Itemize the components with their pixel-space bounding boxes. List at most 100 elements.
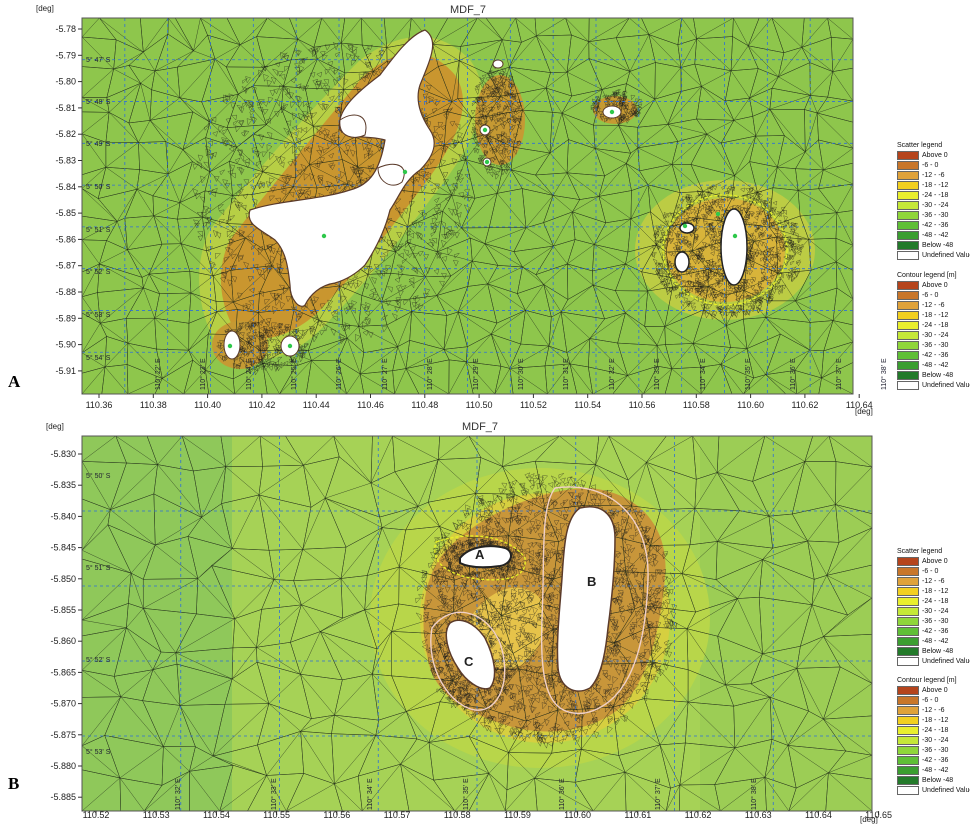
legend-entry: Below -48 <box>897 240 962 250</box>
legend-entry: -24 - -18 <box>897 320 962 330</box>
legend-swatch <box>897 180 919 190</box>
lon-label: 110° 35' E <box>462 778 470 810</box>
legend-entry: -42 - -36 <box>897 220 962 230</box>
x-tick-label: 110.55 <box>263 810 290 820</box>
legend-swatch <box>897 566 919 576</box>
legend-entry: Above 0 <box>897 280 962 290</box>
legend-swatch <box>897 745 919 755</box>
legend-swatch <box>897 340 919 350</box>
legend-label: -18 - -12 <box>922 716 949 724</box>
legend-label: -36 - -30 <box>922 746 949 754</box>
x-tick-label: 110.56 <box>629 400 656 410</box>
legend-swatch <box>897 350 919 360</box>
x-tick-label: 110.50 <box>466 400 493 410</box>
lon-label: 110° 26' E <box>335 358 343 390</box>
y-tick-label: -5.88 <box>55 287 76 297</box>
island-a <box>459 545 512 569</box>
lon-label: 110° 31' E <box>562 358 570 390</box>
x-tick-label: 110.53 <box>143 810 170 820</box>
legend-swatch <box>897 755 919 765</box>
island-north-lobe <box>339 114 367 138</box>
lon-label: 110° 30' E <box>517 358 525 390</box>
x-tick-label: 110.57 <box>384 810 411 820</box>
legend-swatch <box>897 210 919 220</box>
legend-entry: -42 - -36 <box>897 350 962 360</box>
legend-label: -6 - 0 <box>922 567 939 575</box>
legend-swatch <box>897 556 919 566</box>
legend-label: Above 0 <box>922 686 948 694</box>
legend-entry: -48 - -42 <box>897 230 962 240</box>
x-tick-label: 110.58 <box>444 810 471 820</box>
x-tick-label: 110.48 <box>411 400 438 410</box>
scatter-legend-title: Scatter legend <box>897 548 943 555</box>
legend-rows: Above 0 -6 - 0 -12 - -6 -18 - -12 -24 - -18 -… <box>897 556 970 666</box>
legend-swatch <box>897 616 919 626</box>
lon-label: 110° 24' E <box>245 358 253 390</box>
panel-b-x-unit: [deg] <box>860 815 878 824</box>
lon-label: 110° 36' E <box>558 778 566 810</box>
y-tick-label: -5.87 <box>55 261 76 271</box>
legend-swatch <box>897 765 919 775</box>
x-tick-label: 110.54 <box>203 810 230 820</box>
y-tick-label: -5.840 <box>50 511 76 521</box>
legend-swatch <box>897 636 919 646</box>
lon-label: 110° 25' E <box>290 358 298 390</box>
lat-label: 5° 49' S <box>86 140 111 148</box>
contour-ring-a <box>434 535 526 581</box>
legend-swatch <box>897 725 919 735</box>
island-b <box>556 506 616 692</box>
lat-label: 5° 51' S <box>86 226 111 234</box>
legend-entry: -6 - 0 <box>897 695 962 705</box>
legend-label: -24 - -18 <box>922 191 949 199</box>
legend-swatch <box>897 626 919 636</box>
dms-labels: 5° 47' S 5° 48' S 5° 49' S 5° 50' S 5° 51' S… <box>86 56 888 390</box>
x-tick-label: 110.42 <box>248 400 275 410</box>
contour-legend-a: Contour legend [m] Above 0 -6 - 0 -12 - -6… <box>897 272 970 390</box>
legend-entry: -12 - -6 <box>897 705 962 715</box>
y-tick-label: -5.850 <box>50 574 76 584</box>
islet-north <box>492 59 504 69</box>
legend-swatch <box>897 290 919 300</box>
legend-label: Undefined Value <box>922 786 970 794</box>
y-tick-label: -5.845 <box>50 543 76 553</box>
lon-label: 110° 32' E <box>174 778 182 810</box>
legend-entry: -18 - -12 <box>897 715 962 725</box>
lon-label: 110° 33' E <box>653 358 661 390</box>
island-east-b <box>720 208 748 286</box>
legend-label: -12 - -6 <box>922 171 945 179</box>
y-tick-label: -5.79 <box>55 50 76 60</box>
legend-label: -48 - -42 <box>922 231 949 239</box>
legend-label: Undefined Value <box>922 381 970 389</box>
lat-label: 5° 47' S <box>86 56 111 64</box>
legend-label: -48 - -42 <box>922 637 949 645</box>
x-tick-label: 110.54 <box>574 400 601 410</box>
axis-ticks: 110.52 110.53 110.54 110.55 110.56 110.57 110.… <box>50 449 892 820</box>
legend-label: Above 0 <box>922 557 948 565</box>
legend-entry: -18 - -12 <box>897 586 962 596</box>
legend-swatch <box>897 685 919 695</box>
dms-labels: 5° 50' S 5° 51' S 5° 52' S 5° 53' S 110° 32'… <box>86 472 758 810</box>
legend-label: -18 - -12 <box>922 311 949 319</box>
contour-ring-c <box>430 611 506 711</box>
lon-label: 110° 23' E <box>199 358 207 390</box>
x-tick-label: 110.40 <box>194 400 221 410</box>
legend-label: -12 - -6 <box>922 706 945 714</box>
legend-label: -42 - -36 <box>922 627 949 635</box>
legend-entry: -12 - -6 <box>897 300 962 310</box>
legend-label: -30 - -24 <box>922 331 949 339</box>
legend-swatch <box>897 150 919 160</box>
island-label-a: A <box>475 547 485 562</box>
island-label-b: B <box>587 574 596 589</box>
legend-entry: -36 - -30 <box>897 340 962 350</box>
lat-label: 5° 50' S <box>86 472 111 480</box>
lat-label: 5° 52' S <box>86 268 111 276</box>
legend-swatch <box>897 735 919 745</box>
x-tick-label: 110.60 <box>564 810 591 820</box>
legend-label: Undefined Value <box>922 657 970 665</box>
lon-label: 110° 38' E <box>880 358 888 390</box>
legend-entry: Above 0 <box>897 556 962 566</box>
legend-swatch <box>897 785 919 795</box>
x-tick-label: 110.46 <box>357 400 384 410</box>
panel-b-map: A B C 110.52 110.53 110.54 110.55 110.56 110.… <box>50 435 892 820</box>
legend-swatch <box>897 300 919 310</box>
